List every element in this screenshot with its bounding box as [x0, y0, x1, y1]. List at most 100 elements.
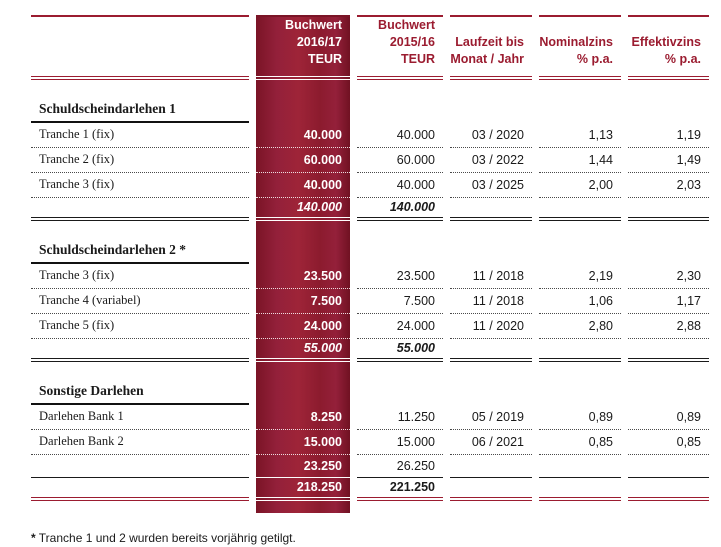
header-line: Buchwert [285, 18, 342, 32]
footnote: * Tranche 1 und 2 wurden bereits vorjähr… [31, 531, 716, 545]
highlight-band [256, 96, 350, 123]
value-nominalzins: 2,00 [539, 173, 621, 198]
subtotal-buchwert-2015-16: 26.250 [357, 455, 443, 478]
section-title-sonstige-darlehen: Sonstige Darlehen [31, 379, 249, 405]
value-laufzeit: 03 / 2025 [450, 173, 532, 198]
value-effektivzins: 2,03 [628, 173, 709, 198]
value-buchwert-2015-16: 11.250 [357, 405, 443, 430]
table-row: Tranche 2 (fix) 60.000 60.000 03 / 2022 … [31, 147, 709, 173]
table-header-row: Buchwert 2016/17 TEUR Buchwert 2015/16 T… [31, 15, 709, 80]
header-line: Monat / Jahr [450, 51, 524, 66]
value-laufzeit: 11 / 2020 [450, 314, 532, 339]
table-row: Tranche 4 (variabel) 7.500 7.500 11 / 20… [31, 288, 709, 314]
value-laufzeit: 03 / 2020 [450, 123, 532, 148]
col-header-laufzeit: Laufzeit bis Monat / Jahr [450, 15, 532, 80]
header-line: TEUR [307, 51, 342, 66]
header-line: Buchwert [378, 18, 435, 32]
header-line: Effektivzins [631, 34, 701, 49]
header-empty-cell [31, 15, 249, 80]
header-line: % p.a. [576, 51, 613, 66]
col-header-nominalzins: Nominalzins % p.a. [539, 15, 621, 80]
highlight-band [256, 378, 350, 405]
footnote-marker: * [31, 530, 36, 545]
total-buchwert-2015-16: 140.000 [357, 198, 443, 221]
spacer-row [31, 79, 709, 97]
header-line: TEUR [400, 51, 435, 66]
row-label: Tranche 3 (fix) [31, 173, 249, 198]
table-row: Tranche 3 (fix) 23.500 23.500 11 / 2018 … [31, 263, 709, 289]
header-line: % p.a. [664, 51, 701, 66]
value-buchwert-2016-17: 7.500 [256, 288, 350, 314]
row-label: Tranche 4 (variabel) [31, 289, 249, 314]
row-label: Tranche 1 (fix) [31, 123, 249, 148]
row-label: Darlehen Bank 2 [31, 430, 249, 455]
value-nominalzins: 1,44 [539, 148, 621, 173]
header-line: 2016/17 [296, 34, 342, 49]
highlight-band [256, 361, 350, 379]
grand-total-buchwert-2015-16: 221.250 [357, 478, 443, 501]
value-buchwert-2015-16: 40.000 [357, 173, 443, 198]
total-buchwert-2016-17: 55.000 [256, 338, 350, 362]
value-laufzeit: 05 / 2019 [450, 405, 532, 430]
value-buchwert-2016-17: 40.000 [256, 172, 350, 198]
section-title-row: Schuldscheindarlehen 1 [31, 96, 709, 123]
value-effektivzins: 0,85 [628, 430, 709, 455]
loans-table: Buchwert 2016/17 TEUR Buchwert 2015/16 T… [24, 15, 716, 513]
grand-total-buchwert-2016-17: 218.250 [256, 477, 350, 501]
band-tail-row [31, 500, 709, 513]
value-laufzeit: 03 / 2022 [450, 148, 532, 173]
highlight-band [256, 220, 350, 238]
value-laufzeit: 11 / 2018 [450, 289, 532, 314]
value-nominalzins: 2,80 [539, 314, 621, 339]
table-row: Darlehen Bank 2 15.000 15.000 06 / 2021 … [31, 429, 709, 455]
header-line: Laufzeit bis [455, 34, 524, 49]
total-buchwert-2016-17: 140.000 [256, 197, 350, 221]
value-buchwert-2015-16: 23.500 [357, 264, 443, 289]
value-effektivzins: 1,17 [628, 289, 709, 314]
subtotal-buchwert-2016-17: 23.250 [256, 454, 350, 478]
value-buchwert-2016-17: 8.250 [256, 404, 350, 430]
row-label: Tranche 3 (fix) [31, 264, 249, 289]
value-effektivzins: 1,49 [628, 148, 709, 173]
value-nominalzins: 0,85 [539, 430, 621, 455]
section-total-row: 140.000 140.000 [31, 197, 709, 221]
value-buchwert-2016-17: 15.000 [256, 429, 350, 455]
value-buchwert-2015-16: 40.000 [357, 123, 443, 148]
table-row: Tranche 3 (fix) 40.000 40.000 03 / 2025 … [31, 172, 709, 198]
highlight-band [256, 237, 350, 264]
value-nominalzins: 2,19 [539, 264, 621, 289]
total-buchwert-2015-16: 55.000 [357, 339, 443, 362]
spacer-row [31, 220, 709, 238]
value-nominalzins: 1,06 [539, 289, 621, 314]
section-total-row: 55.000 55.000 [31, 338, 709, 362]
value-buchwert-2016-17: 23.500 [256, 263, 350, 289]
table-row: Darlehen Bank 1 8.250 11.250 05 / 2019 0… [31, 404, 709, 430]
value-effektivzins: 0,89 [628, 405, 709, 430]
section-title-row: Sonstige Darlehen [31, 378, 709, 405]
col-header-effektivzins: Effektivzins % p.a. [628, 15, 709, 80]
value-nominalzins: 1,13 [539, 123, 621, 148]
value-effektivzins: 1,19 [628, 123, 709, 148]
row-label: Tranche 5 (fix) [31, 314, 249, 339]
grand-total-row: 218.250 221.250 [31, 477, 709, 501]
value-buchwert-2016-17: 24.000 [256, 313, 350, 339]
value-buchwert-2015-16: 24.000 [357, 314, 443, 339]
value-buchwert-2016-17: 60.000 [256, 147, 350, 173]
spacer-row [31, 361, 709, 379]
value-buchwert-2015-16: 60.000 [357, 148, 443, 173]
value-laufzeit: 06 / 2021 [450, 430, 532, 455]
row-label: Darlehen Bank 1 [31, 405, 249, 430]
col-header-buchwert-2016-17: Buchwert 2016/17 TEUR [256, 15, 350, 80]
section-title-row: Schuldscheindarlehen 2 * [31, 237, 709, 264]
footnote-text: Tranche 1 und 2 wurden bereits vorjährig… [38, 530, 296, 545]
value-effektivzins: 2,88 [628, 314, 709, 339]
value-buchwert-2015-16: 15.000 [357, 430, 443, 455]
header-line: 2015/16 [389, 34, 435, 49]
highlight-band [256, 79, 350, 97]
col-header-buchwert-2015-16: Buchwert 2015/16 TEUR [357, 15, 443, 80]
table-row: Tranche 1 (fix) 40.000 40.000 03 / 2020 … [31, 122, 709, 148]
section-title-schuldscheindarlehen-1: Schuldscheindarlehen 1 [31, 97, 249, 123]
row-label: Tranche 2 (fix) [31, 148, 249, 173]
section-title-schuldscheindarlehen-2: Schuldscheindarlehen 2 * [31, 238, 249, 264]
